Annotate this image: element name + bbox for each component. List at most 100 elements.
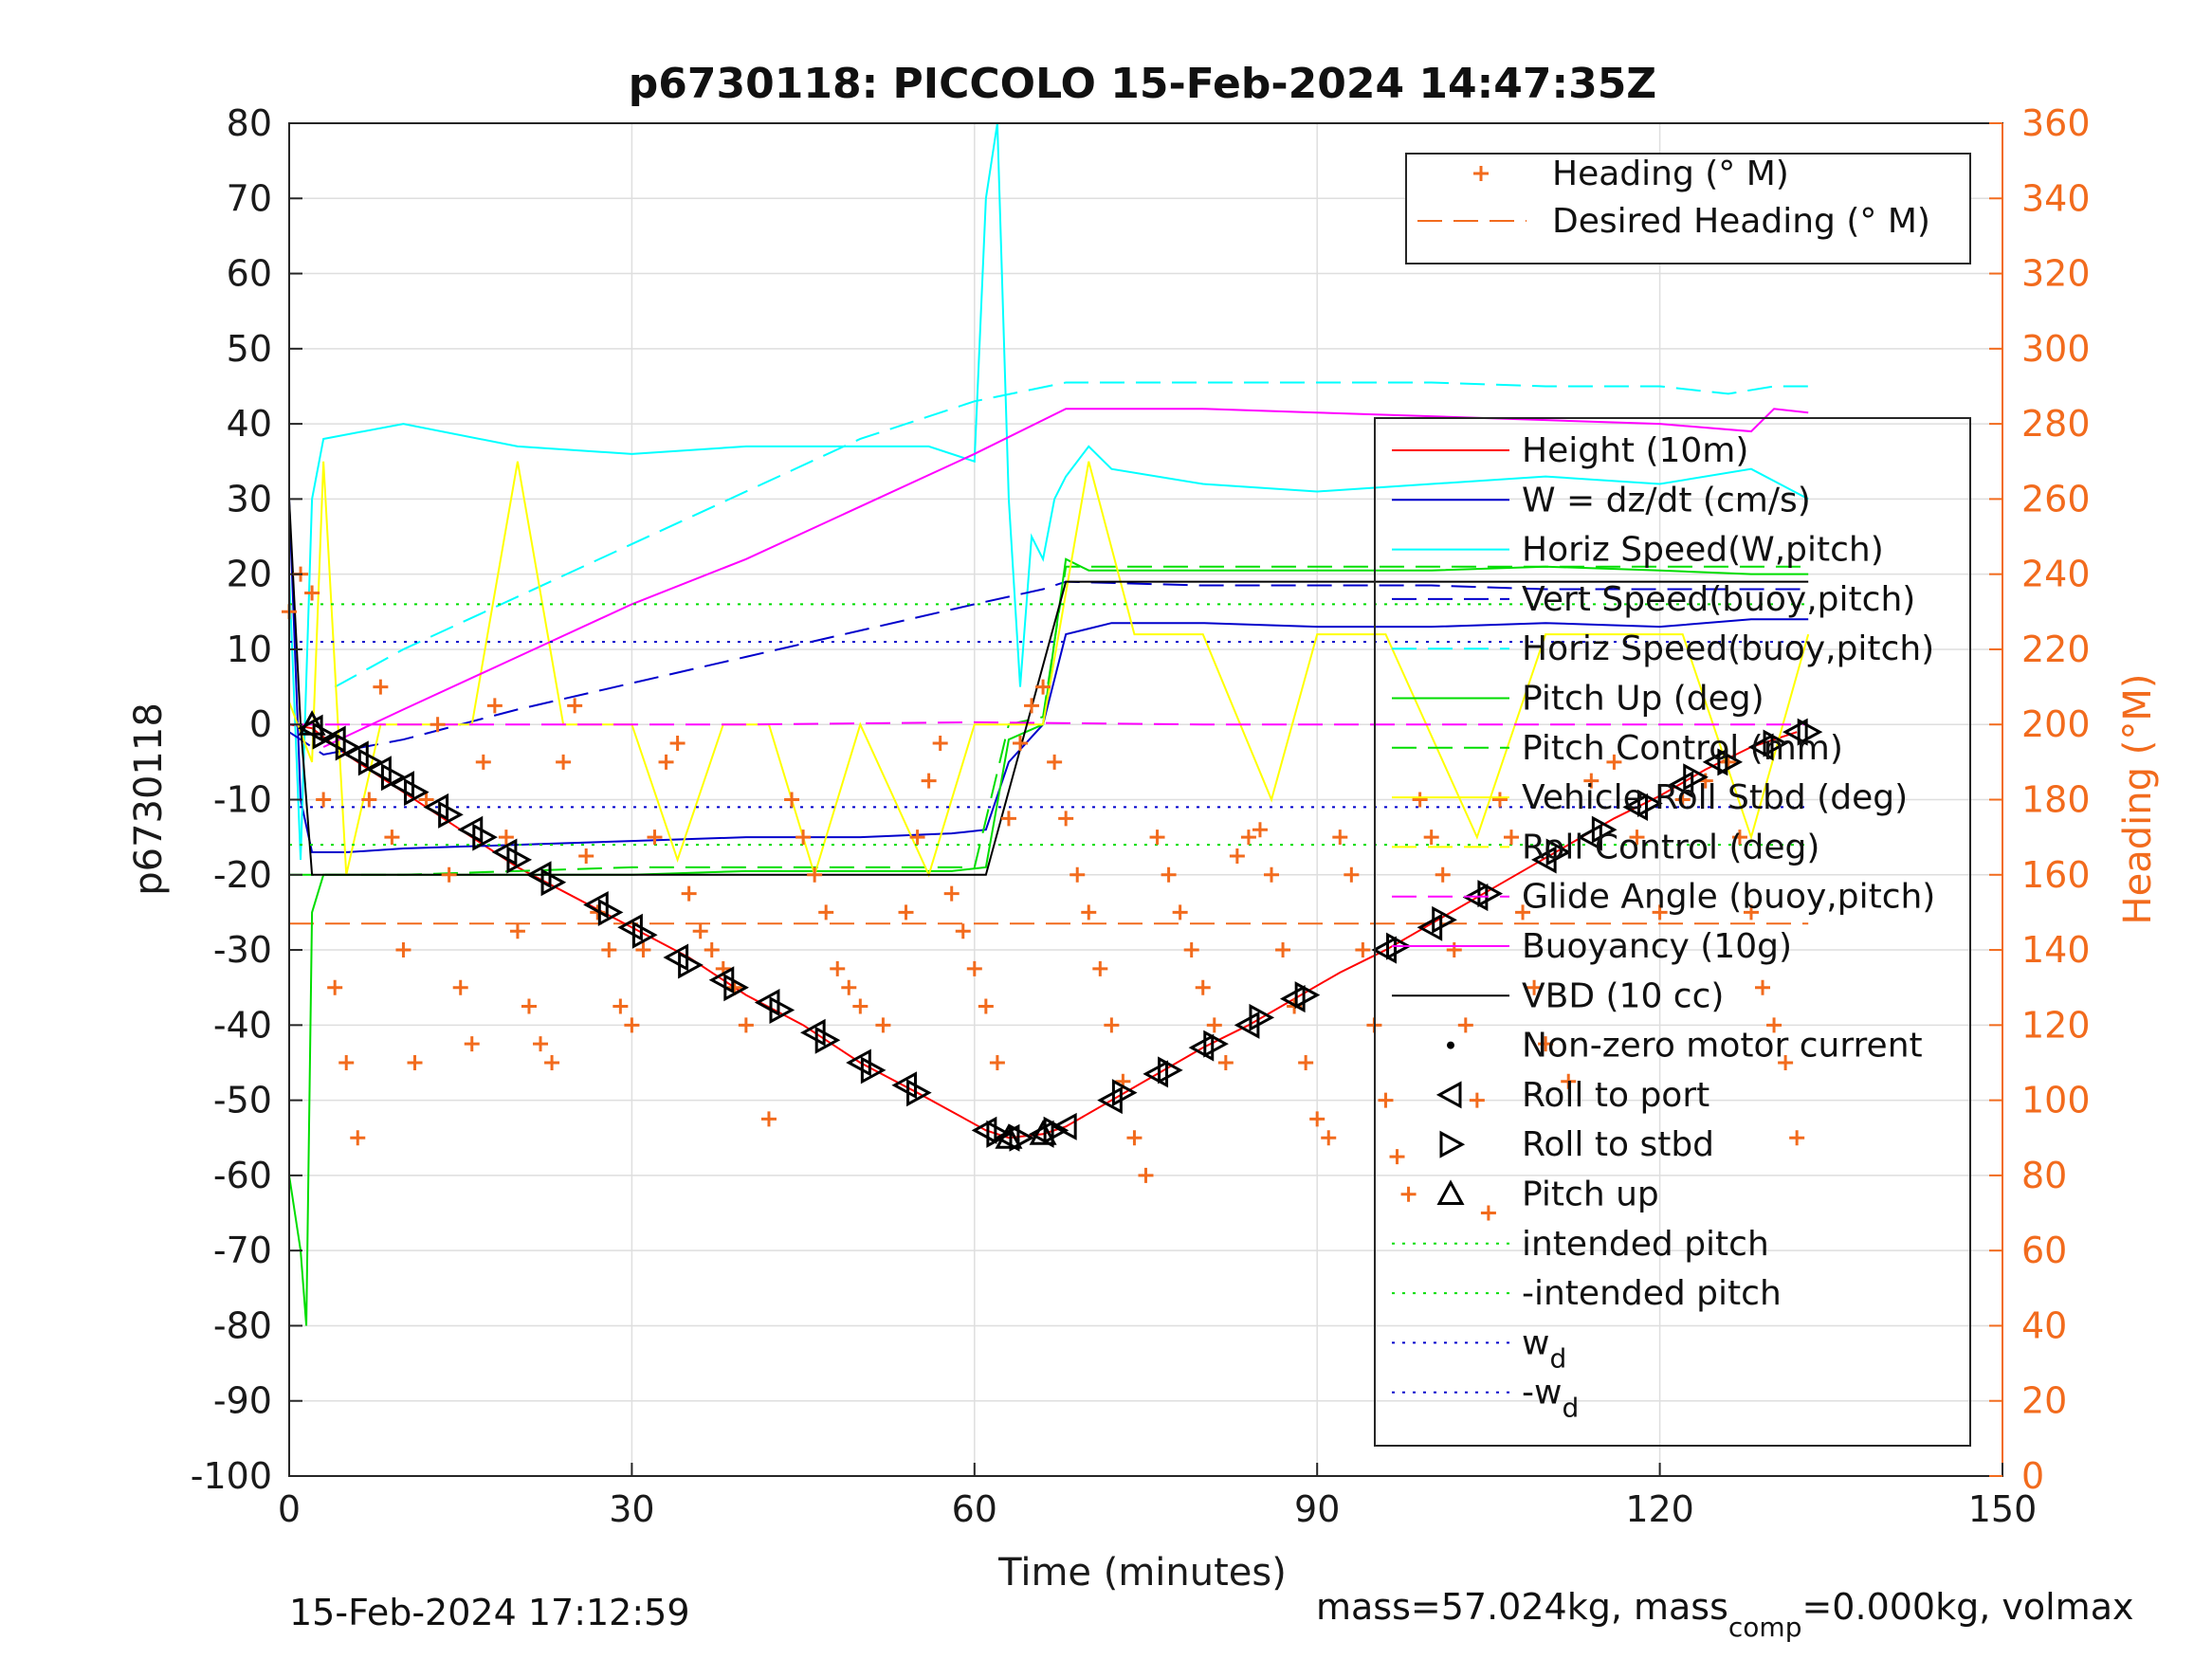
heading-marker <box>635 942 651 958</box>
heading-marker <box>1035 679 1051 695</box>
y-tick-label: 70 <box>227 177 272 219</box>
x-tick-label: 120 <box>1625 1488 1694 1530</box>
heading-marker <box>418 792 434 808</box>
heading-marker <box>1652 904 1668 921</box>
heading-marker <box>612 998 629 1014</box>
heading-marker <box>304 585 320 601</box>
y-tick-label: 30 <box>227 478 272 520</box>
heading-marker <box>1526 979 1543 995</box>
series-pitch-up <box>288 557 1809 1326</box>
heading-marker <box>658 754 674 770</box>
y-right-tick-label: 280 <box>2021 403 2091 445</box>
heading-marker <box>1161 866 1177 883</box>
y-tick-label: -10 <box>213 779 272 821</box>
heading-marker <box>830 960 846 976</box>
heading-marker <box>738 1017 754 1033</box>
heading-marker <box>430 717 446 733</box>
roll-to-stbd-marker <box>1477 880 1504 908</box>
roll-to-stbd-marker <box>723 974 749 1002</box>
roll-to-stbd-marker <box>1545 838 1572 866</box>
roll-to-port-marker <box>971 1116 997 1144</box>
heading-marker <box>1264 866 1280 883</box>
y-axis-label-right: Heading (°M) <box>2116 674 2160 925</box>
heading-marker <box>601 942 617 958</box>
heading-marker <box>784 792 800 808</box>
heading-marker <box>818 904 834 921</box>
y-tick-label: -70 <box>213 1230 272 1271</box>
y-tick-label: -20 <box>213 854 272 896</box>
x-tick-label: 0 <box>278 1488 301 1530</box>
heading-marker <box>875 1017 891 1033</box>
y-tick-label: -60 <box>213 1155 272 1196</box>
heading-marker <box>1606 754 1622 770</box>
heading-marker <box>1217 1054 1234 1070</box>
roll-to-stbd-marker <box>1683 763 1709 792</box>
heading-marker <box>1092 960 1108 976</box>
legend-top: Heading (° M) Desired Heading (° M) <box>1405 153 1971 264</box>
footer-timestamp: 15-Feb-2024 17:12:59 <box>289 1592 690 1633</box>
legend-main-label: Horiz Speed(W,pitch) <box>1522 531 1884 570</box>
x-tick-label: 30 <box>609 1488 654 1530</box>
legend-main: Height (10m) W = dz/dt (cm/s) Horiz Speed(… <box>1374 417 1971 1447</box>
heading-marker <box>1755 979 1771 995</box>
heading-marker <box>452 979 468 995</box>
heading-marker <box>1435 866 1451 883</box>
heading-marker <box>1149 830 1165 846</box>
heading-marker <box>1743 904 1759 921</box>
y-tick-label: -100 <box>191 1455 272 1497</box>
y-right-tick-label: 160 <box>2021 854 2091 896</box>
heading-marker <box>384 830 400 846</box>
footer-mass: mass=57.024kg, masscomp=0.000kg, volmax <box>1316 1586 2133 1643</box>
heading-marker <box>1423 830 1439 846</box>
legend-main-label: Buoyancy (10g) <box>1522 927 1792 966</box>
y-right-tick-label: 80 <box>2021 1155 2067 1196</box>
y-tick-label: -90 <box>213 1380 272 1422</box>
heading-marker <box>556 754 572 770</box>
legend-main-label: -intended pitch <box>1522 1274 1782 1313</box>
roll-to-stbd-marker <box>860 1056 887 1085</box>
heading-marker <box>647 830 663 846</box>
roll-to-stbd-marker <box>1637 789 1663 817</box>
heading-marker <box>1378 1092 1394 1108</box>
legend-heading-swatch <box>1473 166 1489 181</box>
heading-marker <box>1503 830 1519 846</box>
roll-to-stbd-marker <box>540 868 567 897</box>
roll-to-stbd-marker <box>631 921 658 949</box>
heading-marker <box>1252 822 1268 838</box>
legend-main-label: Glide Angle (buoy,pitch) <box>1522 878 1935 917</box>
heading-marker <box>1047 754 1063 770</box>
heading-marker <box>338 1054 355 1070</box>
heading-marker <box>475 754 491 770</box>
legend-wd-prefix: w <box>1522 1323 1549 1362</box>
roll-to-stbd-marker <box>1717 748 1744 776</box>
roll-to-port-marker <box>1028 1120 1054 1148</box>
heading-marker <box>692 923 708 939</box>
legend-swatch-port <box>1435 1081 1462 1109</box>
heading-marker <box>1058 811 1074 827</box>
roll-to-stbd-marker <box>357 748 384 776</box>
series-w <box>288 499 1809 853</box>
heading-marker <box>704 942 720 958</box>
roll-to-stbd-marker <box>1432 905 1457 934</box>
y-tick-label: -30 <box>213 929 272 971</box>
y-right-tick-label: 100 <box>2021 1080 2091 1121</box>
heading-marker <box>1515 904 1531 921</box>
heading-marker <box>932 736 948 752</box>
roll-to-port-marker <box>1782 718 1808 746</box>
heading-marker <box>795 830 812 846</box>
heading-marker <box>1480 1205 1496 1221</box>
y-tick-label: 20 <box>227 554 272 595</box>
heading-marker <box>978 998 994 1014</box>
roll-to-stbd-marker <box>1111 1079 1138 1107</box>
roll-to-port-marker <box>1702 748 1728 776</box>
heading-marker <box>1183 942 1199 958</box>
legend-main-label: intended pitch <box>1522 1225 1769 1264</box>
heading-marker <box>544 1054 560 1070</box>
footer-mass-part2: =0.000kg, volmax <box>1801 1586 2133 1628</box>
heading-marker <box>1206 1017 1222 1033</box>
x-tick-label: 90 <box>1294 1488 1340 1530</box>
heading-marker <box>1195 979 1211 995</box>
heading-marker <box>1024 698 1040 714</box>
heading-marker <box>395 942 411 958</box>
